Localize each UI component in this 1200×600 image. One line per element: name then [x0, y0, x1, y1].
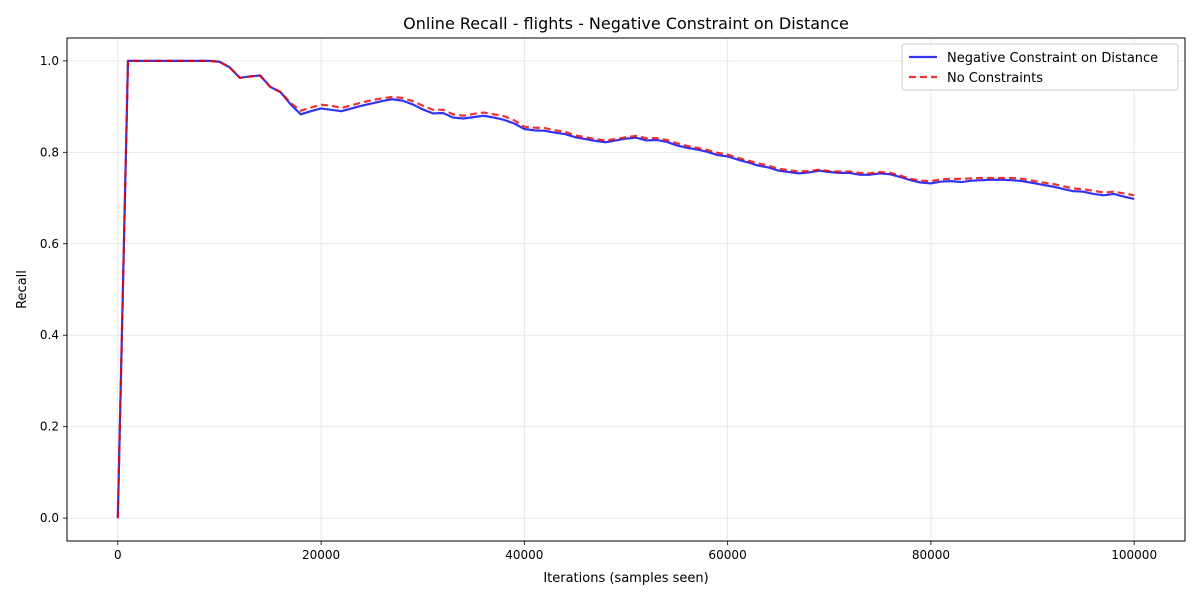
y-tick-label: 1.0: [40, 54, 59, 68]
y-tick-label: 0.8: [40, 145, 59, 159]
grid-lines: [67, 38, 1185, 541]
legend-label-negative-constraint: Negative Constraint on Distance: [947, 51, 1158, 66]
chart-title: Online Recall - flights - Negative Const…: [403, 14, 849, 33]
y-axis-label: Recall: [15, 270, 30, 309]
legend-label-no-constraints: No Constraints: [947, 71, 1043, 86]
legend: Negative Constraint on Distance No Const…: [901, 43, 1179, 91]
x-tick-label: 0: [114, 548, 122, 562]
y-tick-label: 0.4: [40, 328, 59, 342]
y-tick-label: 0.2: [40, 420, 59, 434]
y-axis: 0.0 0.2 0.4 0.6 0.8 1.0: [40, 54, 67, 525]
x-tick-label: 40000: [505, 548, 543, 562]
y-tick-label: 0.0: [40, 511, 59, 525]
x-tick-label: 100000: [1111, 548, 1157, 562]
x-axis: 0 20000 40000 60000 80000 100000: [114, 541, 1157, 562]
y-tick-label: 0.6: [40, 237, 59, 251]
x-tick-label: 60000: [709, 548, 747, 562]
x-axis-label: Iterations (samples seen): [543, 571, 708, 586]
legend-box: [901, 43, 1179, 91]
series-layer: [116, 59, 1135, 519]
x-tick-label: 80000: [912, 548, 950, 562]
series-line-no-constraints: [116, 59, 1135, 519]
x-tick-label: 20000: [302, 548, 340, 562]
plot-frame: [66, 37, 1186, 542]
